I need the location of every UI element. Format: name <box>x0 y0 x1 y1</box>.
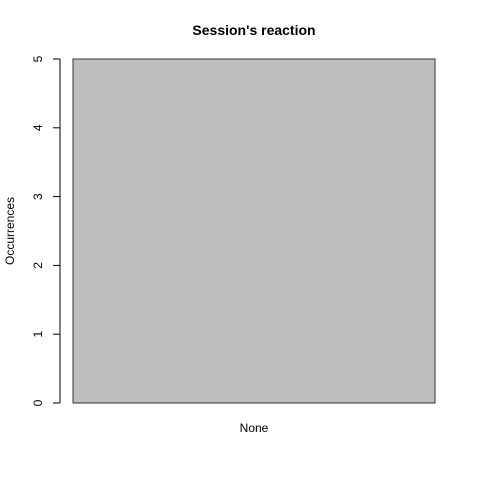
y-tick-label-1: 1 <box>31 331 45 338</box>
bars-group <box>72 58 436 404</box>
y-tick-label-0: 0 <box>31 399 45 406</box>
y-tick-label-5: 5 <box>31 55 45 62</box>
x-category-label-none: None <box>240 421 269 435</box>
y-tick-label-3: 3 <box>31 193 45 200</box>
y-axis-label: Occurrences <box>3 197 17 265</box>
y-tick-label-4: 4 <box>31 124 45 131</box>
chart-title: Session's reaction <box>192 22 315 38</box>
y-axis: 0 1 2 3 4 5 <box>31 55 61 406</box>
bar-none <box>72 58 436 404</box>
y-tick-label-2: 2 <box>31 262 45 269</box>
x-axis-labels: None <box>240 421 269 435</box>
